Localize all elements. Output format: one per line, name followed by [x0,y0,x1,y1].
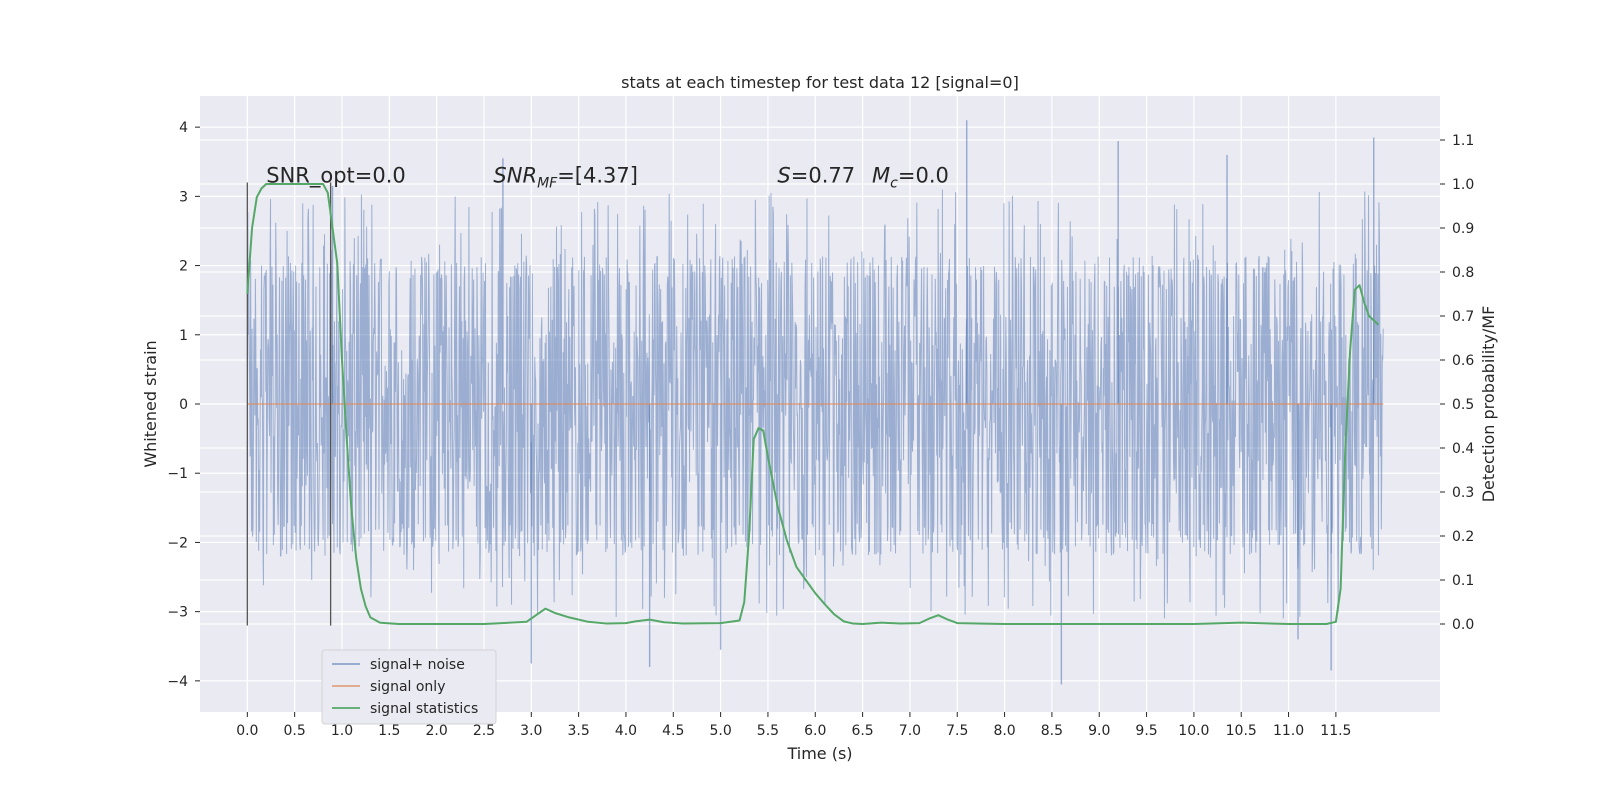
y2-tick-label-10: 1.0 [1452,177,1474,193]
x-tick-label-9: 4.5 [662,723,684,739]
x-tick-label-15: 7.5 [946,723,968,739]
x-tick-label-23: 11.5 [1320,723,1351,739]
y2-tick-label-1: 0.1 [1452,573,1474,589]
y-axis-ticks: −4 −3 −2 −1 0 1 2 3 4 [167,120,200,690]
annotations: SNR_opt=0.0 SNRMF=[4.37] S=0.77 Mc=0.0 [266,164,949,192]
y2-tick-label-0: 0.0 [1452,617,1474,633]
x-tick-label-16: 8.0 [993,723,1015,739]
x-tick-label-21: 10.5 [1226,723,1257,739]
chart-title: stats at each timestep for test data 12 … [621,73,1019,92]
y2-axis-ticks: 0.0 0.1 0.2 0.3 0.4 0.5 0.6 0.7 0.8 0.9 1.0 1.1 [1440,133,1474,633]
x-tick-label-14: 7.0 [899,723,921,739]
y2-tick-label-7: 0.7 [1452,309,1474,325]
legend-label-signal-only: signal only [370,679,445,695]
x-tick-label-10: 5.0 [709,723,731,739]
y-tick-label-5: 1 [179,328,188,344]
marker-lines [246,182,332,626]
x-tick-label-3: 1.5 [378,723,400,739]
x-tick-label-12: 6.0 [804,723,826,739]
x-tick-label-11: 5.5 [757,723,779,739]
y-tick-label-8: 4 [179,120,188,136]
y-tick-label-7: 3 [179,189,188,205]
y2-tick-label-8: 0.8 [1452,265,1474,281]
series-signal-noise [246,120,1384,685]
y2-tick-label-9: 0.9 [1452,221,1474,237]
y-tick-label-1: −3 [167,605,188,621]
x-tick-label-5: 2.5 [473,723,495,739]
legend-box [321,649,497,725]
y-tick-label-4: 0 [179,397,188,413]
x-tick-label-2: 1.0 [331,723,353,739]
x-tick-label-1: 0.5 [284,723,306,739]
y-tick-label-6: 2 [179,259,188,275]
y2-tick-label-6: 0.6 [1452,353,1474,369]
y2-tick-label-2: 0.2 [1452,529,1474,545]
x-tick-label-19: 9.5 [1135,723,1157,739]
statistics-line [246,183,1380,625]
legend-label-noise: signal+ noise [370,657,465,673]
x-tick-label-0: 0.0 [236,723,258,739]
x-tick-label-8: 4.0 [615,723,637,739]
x-tick-label-18: 9.0 [1088,723,1110,739]
y2-tick-label-5: 0.5 [1452,397,1474,413]
x-tick-label-13: 6.5 [851,723,873,739]
annotation-snr-opt: SNR_opt=0.0 [266,164,406,189]
annotation-mc-value: Mc=0.0 [872,164,949,192]
x-tick-label-6: 3.0 [520,723,542,739]
x-tick-label-20: 10.0 [1178,723,1209,739]
legend: signal+ noise signal only signal statist… [321,649,497,725]
y-tick-label-3: −1 [167,466,188,482]
y2-axis-label: Detection probability/MF [1479,306,1498,503]
y2-tick-label-11: 1.1 [1452,133,1474,149]
x-axis-label: Time (s) [786,744,852,763]
annotation-s-value: S=0.77 [777,164,855,188]
noise-trace [246,189,1384,619]
y-tick-label-0: −4 [167,674,188,690]
y-tick-label-2: −2 [167,535,188,551]
y2-tick-label-4: 0.4 [1452,441,1474,457]
legend-label-statistics: signal statistics [370,701,478,717]
x-tick-label-17: 8.5 [1041,723,1063,739]
x-axis-ticks: 0.0 0.5 1.0 1.5 2.0 2.5 3.0 3.5 4.0 4.5 5.0 5.5 6.0 6… [236,712,1351,739]
annotation-snr-mf: SNRMF=[4.37] [493,164,638,192]
y-axis-label: Whitened strain [141,340,160,467]
x-tick-label-4: 2.0 [426,723,448,739]
x-tick-label-7: 3.5 [567,723,589,739]
x-tick-label-22: 11.0 [1273,723,1304,739]
y2-tick-label-3: 0.3 [1452,485,1474,501]
series-signal-statistics [246,183,1380,625]
